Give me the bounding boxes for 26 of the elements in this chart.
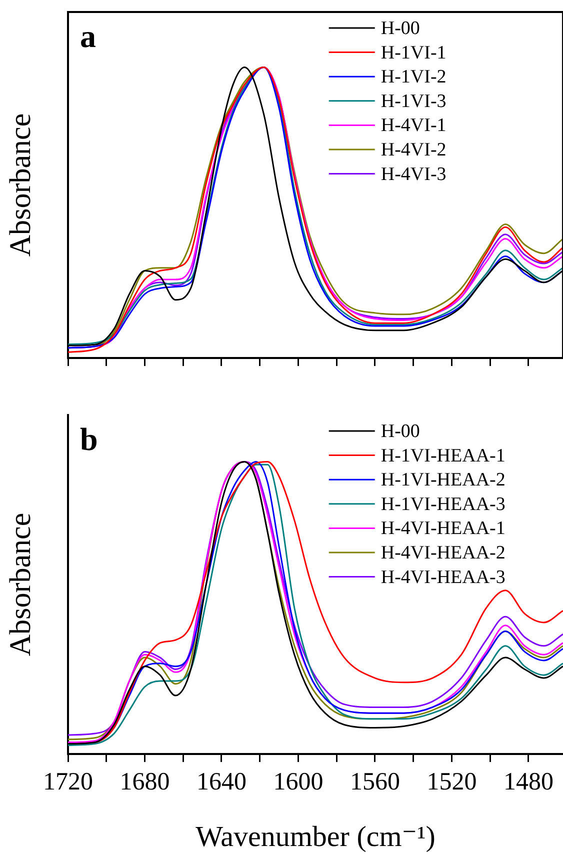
legend-label: H-1VI-3: [380, 90, 446, 112]
text: a: [80, 18, 96, 54]
legend-label: H-4VI-3: [380, 164, 446, 185]
legend-label: H-4VI-2: [380, 139, 446, 160]
legend-label: H-1VI-2: [380, 66, 446, 88]
legend-label: H-4VI-HEAA-1: [380, 518, 506, 540]
x-tick-label: 1520: [426, 768, 477, 796]
legend-label: H-1VI-HEAA-1: [380, 445, 506, 466]
legend-label: H-00: [380, 18, 420, 39]
x-tick-label: 1600: [273, 768, 324, 796]
legend-label: H-1VI-HEAA-3: [380, 494, 506, 515]
x-tick-label: 1480: [503, 768, 554, 796]
x-axis-title: Wavenumber (cm⁻¹): [196, 821, 436, 854]
legend-label: H-4VI-1: [380, 115, 446, 136]
legend-label: H-1VI-1: [380, 42, 446, 64]
y-axis-title: Absorbance: [4, 113, 37, 257]
legend-label: H-4VI-HEAA-2: [380, 542, 506, 564]
legend-label: H-1VI-HEAA-2: [380, 470, 506, 491]
text: b: [80, 421, 98, 457]
x-tick-label: 1640: [196, 768, 246, 796]
legend-label: H-00: [380, 420, 420, 442]
x-tick-label: 1680: [120, 768, 170, 796]
x-tick-label: 1720: [43, 768, 93, 796]
x-tick-label: 1560: [350, 768, 400, 796]
y-axis-title: Absorbance: [4, 512, 37, 656]
legend-label: H-4VI-HEAA-3: [380, 566, 506, 588]
